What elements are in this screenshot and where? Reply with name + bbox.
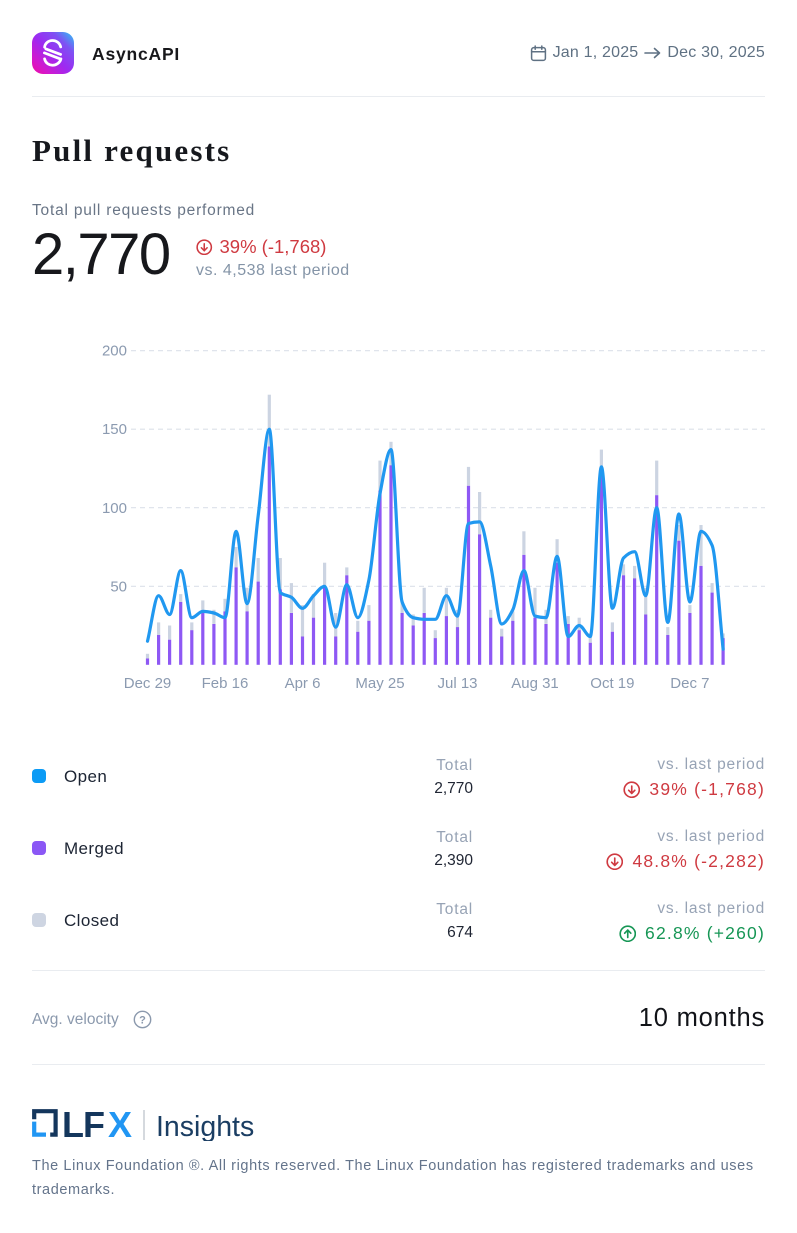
svg-text:Oct 19: Oct 19: [590, 675, 634, 692]
svg-text:50: 50: [110, 578, 127, 595]
svg-text:200: 200: [102, 343, 127, 360]
svg-text:Feb 16: Feb 16: [202, 675, 249, 692]
svg-text:?: ?: [139, 1015, 146, 1027]
svg-text:Jul 13: Jul 13: [437, 675, 477, 692]
svg-text:Dec 7: Dec 7: [670, 675, 709, 692]
svg-text:Dec 29: Dec 29: [124, 675, 172, 692]
svg-text:Insights: Insights: [156, 1111, 254, 1141]
svg-text:Aug 31: Aug 31: [511, 675, 559, 692]
svg-text:May 25: May 25: [355, 675, 404, 692]
svg-text:100: 100: [102, 500, 127, 517]
svg-text:X: X: [108, 1109, 132, 1141]
svg-text:LF: LF: [62, 1109, 104, 1141]
svg-text:Apr 6: Apr 6: [285, 675, 321, 692]
svg-text:150: 150: [102, 421, 127, 438]
